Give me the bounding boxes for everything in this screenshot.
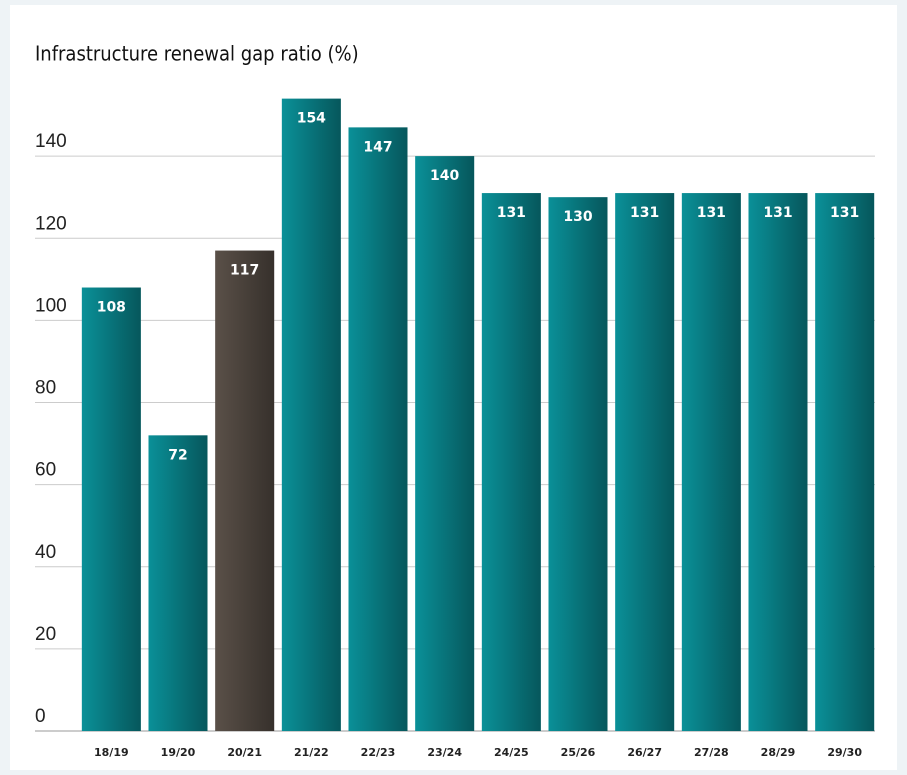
x-tick-label: 18/19 — [94, 746, 129, 759]
bar-shade — [481, 193, 541, 732]
value-label: 131 — [763, 205, 792, 221]
bar-shade — [148, 435, 208, 731]
x-tick-label: 21/22 — [294, 746, 329, 759]
value-label: 131 — [830, 205, 859, 221]
bar-shade — [548, 197, 608, 731]
bar-shade — [415, 156, 475, 731]
x-tick-label: 27/28 — [694, 746, 729, 759]
y-tick-label: 120 — [35, 213, 67, 234]
value-label: 72 — [168, 447, 187, 463]
y-tick-label: 80 — [35, 378, 56, 399]
x-tick-label: 23/24 — [427, 746, 462, 759]
bar-shade — [748, 193, 808, 732]
x-tick-label: 26/27 — [627, 746, 662, 759]
value-label: 131 — [697, 205, 726, 221]
y-tick-label: 0 — [35, 706, 46, 727]
bar-shade — [815, 193, 875, 732]
bar-shade — [281, 98, 341, 731]
x-tick-label: 29/30 — [827, 746, 862, 759]
value-label: 117 — [230, 263, 259, 279]
y-tick-label: 140 — [35, 131, 67, 152]
bar-shade — [348, 127, 408, 732]
value-label: 147 — [363, 139, 392, 155]
x-tick-label: 28/29 — [761, 746, 796, 759]
bar-shade — [215, 250, 275, 731]
y-tick-label: 20 — [35, 624, 56, 645]
value-label: 154 — [297, 111, 326, 127]
bar-shade — [81, 287, 141, 731]
bar-shade — [681, 193, 741, 732]
x-tick-label: 19/20 — [161, 746, 196, 759]
y-tick-label: 60 — [35, 460, 56, 481]
value-label: 131 — [497, 205, 526, 221]
value-label: 130 — [563, 209, 592, 225]
x-tick-label: 20/21 — [227, 746, 262, 759]
bar-shade — [615, 193, 675, 732]
chart-title: Infrastructure renewal gap ratio (%) — [35, 42, 359, 66]
x-tick-label: 25/26 — [561, 746, 596, 759]
value-label: 108 — [97, 300, 126, 316]
value-label: 140 — [430, 168, 459, 184]
x-tick-label: 24/25 — [494, 746, 529, 759]
y-tick-label: 100 — [35, 295, 67, 316]
value-label: 131 — [630, 205, 659, 221]
x-tick-label: 22/23 — [361, 746, 396, 759]
y-tick-label: 40 — [35, 542, 56, 563]
